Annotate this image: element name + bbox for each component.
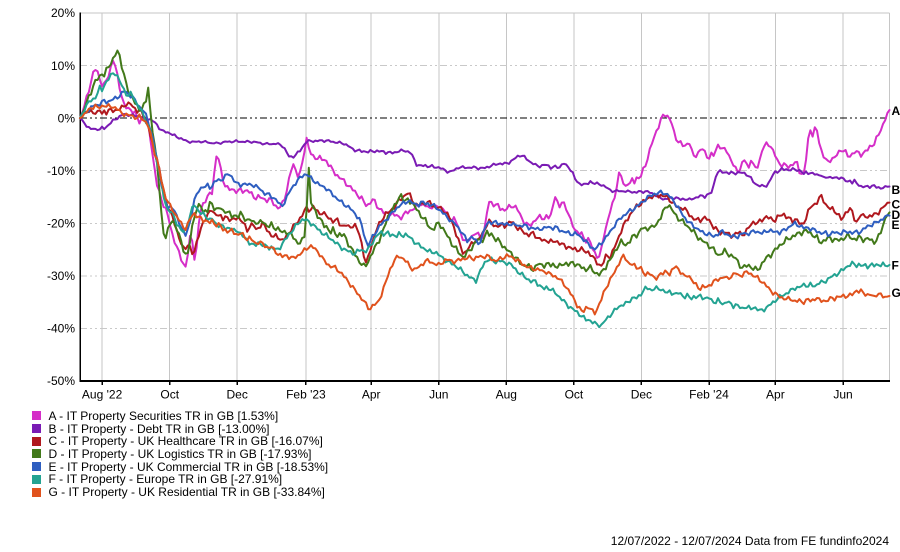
- svg-text:D: D: [892, 208, 900, 222]
- svg-text:Aug '22: Aug '22: [82, 388, 123, 402]
- svg-text:Apr: Apr: [766, 388, 785, 402]
- svg-text:Dec: Dec: [631, 388, 652, 402]
- svg-text:-40%: -40%: [47, 322, 75, 336]
- svg-text:E: E: [892, 218, 900, 232]
- svg-text:Jun: Jun: [429, 388, 448, 402]
- svg-text:-20%: -20%: [47, 217, 75, 231]
- svg-text:20%: 20%: [51, 6, 75, 20]
- svg-text:-30%: -30%: [47, 269, 75, 283]
- svg-text:Feb '23: Feb '23: [286, 388, 326, 402]
- svg-text:Oct: Oct: [160, 388, 179, 402]
- svg-text:10%: 10%: [51, 59, 75, 73]
- svg-text:Jun: Jun: [833, 388, 852, 402]
- svg-text:Feb '24: Feb '24: [689, 388, 729, 402]
- svg-text:F: F: [892, 259, 899, 273]
- svg-text:G: G: [892, 286, 900, 300]
- svg-text:0%: 0%: [58, 111, 76, 125]
- svg-text:-10%: -10%: [47, 164, 75, 178]
- svg-text:Dec: Dec: [227, 388, 248, 402]
- svg-text:-50%: -50%: [47, 374, 75, 388]
- svg-text:Aug: Aug: [496, 388, 517, 402]
- svg-text:Oct: Oct: [565, 388, 584, 402]
- svg-text:B: B: [892, 183, 900, 197]
- svg-text:Apr: Apr: [362, 388, 381, 402]
- svg-text:A: A: [892, 104, 900, 118]
- svg-text:C: C: [892, 197, 900, 211]
